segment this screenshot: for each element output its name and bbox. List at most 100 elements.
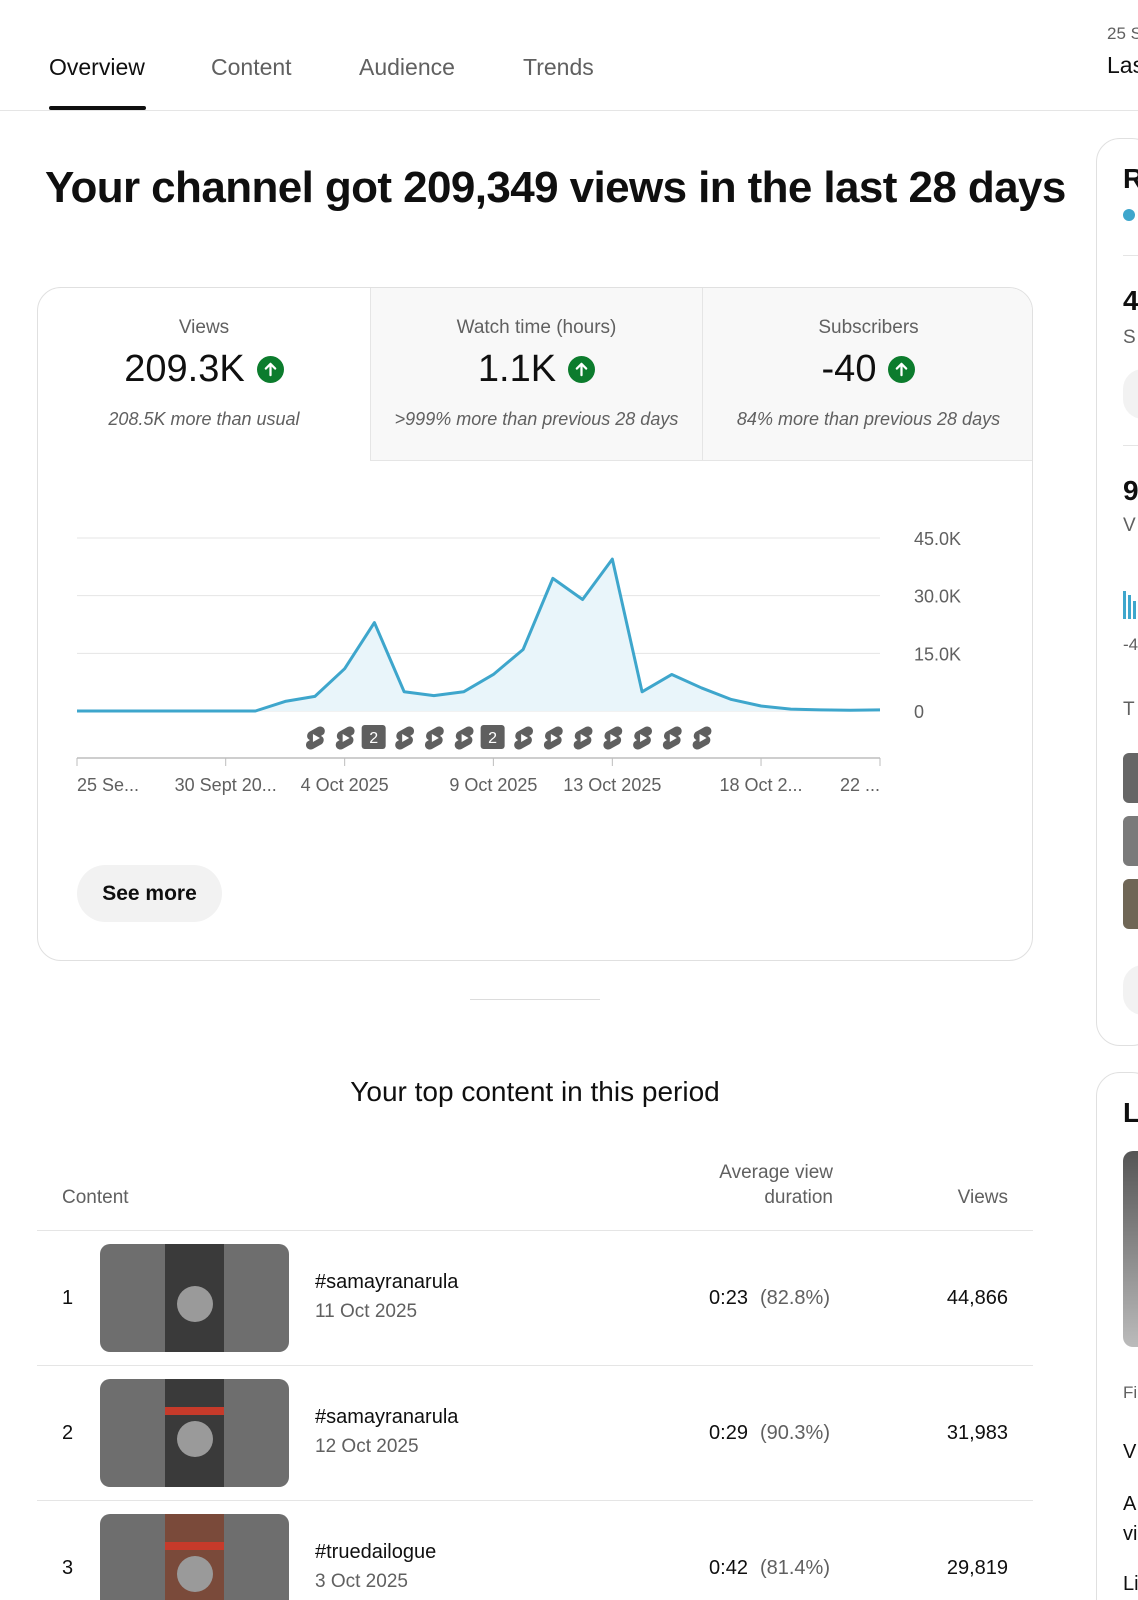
side-thumbnail[interactable] [1123,816,1138,866]
see-more-button[interactable]: See more [77,865,222,922]
side-letter: S [1123,327,1136,348]
side-letter: 9 [1123,475,1138,506]
live-dot-icon [1123,209,1135,221]
x-tick-label: 18 Oct 2... [720,775,803,795]
table-row[interactable]: 2 #samayranarula 12 Oct 2025 0:29 (90.3%)… [37,1365,1033,1500]
series-area [77,559,880,711]
tab-content[interactable]: Content [211,54,292,80]
side-button[interactable] [1123,965,1138,1015]
video-thumbnail[interactable] [100,1244,289,1352]
header-content[interactable]: Content [62,1187,129,1208]
header-avg-line1[interactable]: Average view [719,1162,833,1183]
row-date: 12 Oct 2025 [315,1436,419,1457]
metric-label: Watch time (hours) [456,317,617,338]
row-avg-duration: 0:29 (90.3%) [709,1422,830,1445]
tab-audience[interactable]: Audience [359,54,455,80]
table-row[interactable]: 3 #truedailogue 3 Oct 2025 0:42 (81.4%) 2… [37,1500,1033,1600]
shorts-icon[interactable] [514,726,534,750]
x-tick-label: 4 Oct 2025 [301,775,389,795]
side-letter: 4 [1123,285,1138,316]
row-views: 44,866 [946,1287,1008,1309]
header-views[interactable]: Views [957,1187,1008,1208]
side-button[interactable] [1123,369,1138,419]
row-avg-duration: 0:42 (81.4%) [709,1557,830,1580]
shorts-icon[interactable] [454,726,474,750]
side-letter: R [1123,163,1138,195]
side-divider [1123,255,1138,256]
side-letter: -4 [1123,635,1138,654]
tab-trends[interactable]: Trends [523,54,594,80]
shorts-icon[interactable] [424,726,444,750]
row-date: 3 Oct 2025 [315,1571,408,1592]
marker-badge-count: 2 [488,730,497,747]
shorts-icon[interactable] [573,726,593,750]
row-title[interactable]: #truedailogue [315,1541,437,1563]
x-tick-label: 22 ... [840,775,880,795]
views-chart[interactable]: 45.0K 30.0K 15.0K 0 2 2 25 Se... 30 Sept 20... 4… [38,488,1033,818]
side-letter: Li [1123,1573,1138,1595]
metric-views[interactable]: Views 209.3K 208.5K more than usual [38,288,370,461]
side-thumbnail[interactable] [1123,753,1138,803]
mini-bar [1123,591,1126,619]
metric-note: 84% more than previous 28 days [736,409,1001,429]
side-thumbnail[interactable] [1123,879,1138,929]
side-letter: vi [1123,1523,1138,1545]
row-rank: 3 [62,1557,74,1579]
side-thumbnail[interactable] [1123,1151,1138,1347]
row-title[interactable]: #samayranarula [315,1271,459,1293]
metric-watch-time[interactable]: Watch time (hours) 1.1K >999% more than … [370,288,702,461]
header-avg-line2[interactable]: duration [764,1187,833,1208]
row-avg-duration: 0:23 (82.8%) [709,1287,830,1310]
shorts-icon[interactable] [603,726,623,750]
x-tick-label: 25 Se... [77,775,139,795]
metric-subscribers[interactable]: Subscribers -40 84% more than previous 2… [702,288,1032,461]
section-divider [470,999,600,1000]
metric-label: Views [178,317,230,338]
side-letter: V [1123,1441,1137,1463]
x-tick-label: 30 Sept 20... [175,775,277,795]
marker-badge [480,725,505,749]
realtime-card: R 4 S 9 V -4 T [1096,138,1138,1046]
side-letter: L [1123,1097,1138,1129]
table-row[interactable]: 1 #samayranarula 11 Oct 2025 0:23 (82.8%)… [37,1230,1033,1365]
page-headline: Your channel got 209,349 views in the la… [45,163,1066,212]
date-range-text[interactable]: 25 S [1107,24,1138,43]
metric-note: 208.5K more than usual [108,409,300,429]
metric-value: 209.3K [124,348,245,390]
mini-bar [1128,595,1131,619]
row-rank: 1 [62,1287,74,1309]
tab-overview[interactable]: Overview [49,54,145,80]
x-tick-label: 9 Oct 2025 [449,775,537,795]
metric-value: 1.1K [477,348,557,390]
side-letter: T [1123,699,1135,720]
side-letter: A [1123,1493,1137,1515]
row-date: 11 Oct 2025 [315,1301,418,1322]
shorts-icon[interactable] [633,726,652,750]
shorts-icon[interactable] [692,726,712,750]
avg-time: 0:42 [709,1557,748,1579]
x-tick-label: 13 Oct 2025 [563,775,661,795]
avg-time: 0:23 [709,1287,748,1309]
shorts-icon[interactable] [543,726,563,750]
metric-label: Subscribers [818,317,919,338]
marker-badge [361,725,386,749]
side-letter: Fi [1123,1383,1138,1402]
shorts-icon[interactable] [662,726,682,750]
video-thumbnail[interactable] [100,1379,289,1487]
top-content-title: Your top content in this period [350,1076,720,1107]
shorts-icon[interactable] [335,726,355,750]
series-line [77,557,881,713]
y-tick-label: 0 [914,702,924,722]
y-tick-label: 15.0K [914,644,961,664]
row-title[interactable]: #samayranarula [315,1406,459,1428]
side-letter: V [1123,515,1136,536]
arrow-up-icon [888,356,916,383]
marker-badge-count: 2 [369,730,378,747]
date-range-label[interactable]: Las [1107,52,1138,78]
y-tick-label: 30.0K [914,587,961,607]
metric-note: >999% more than previous 28 days [394,409,679,429]
shorts-icon[interactable] [306,726,325,750]
side-divider [1123,445,1138,446]
shorts-icon[interactable] [395,726,415,750]
video-thumbnail[interactable] [100,1514,289,1600]
